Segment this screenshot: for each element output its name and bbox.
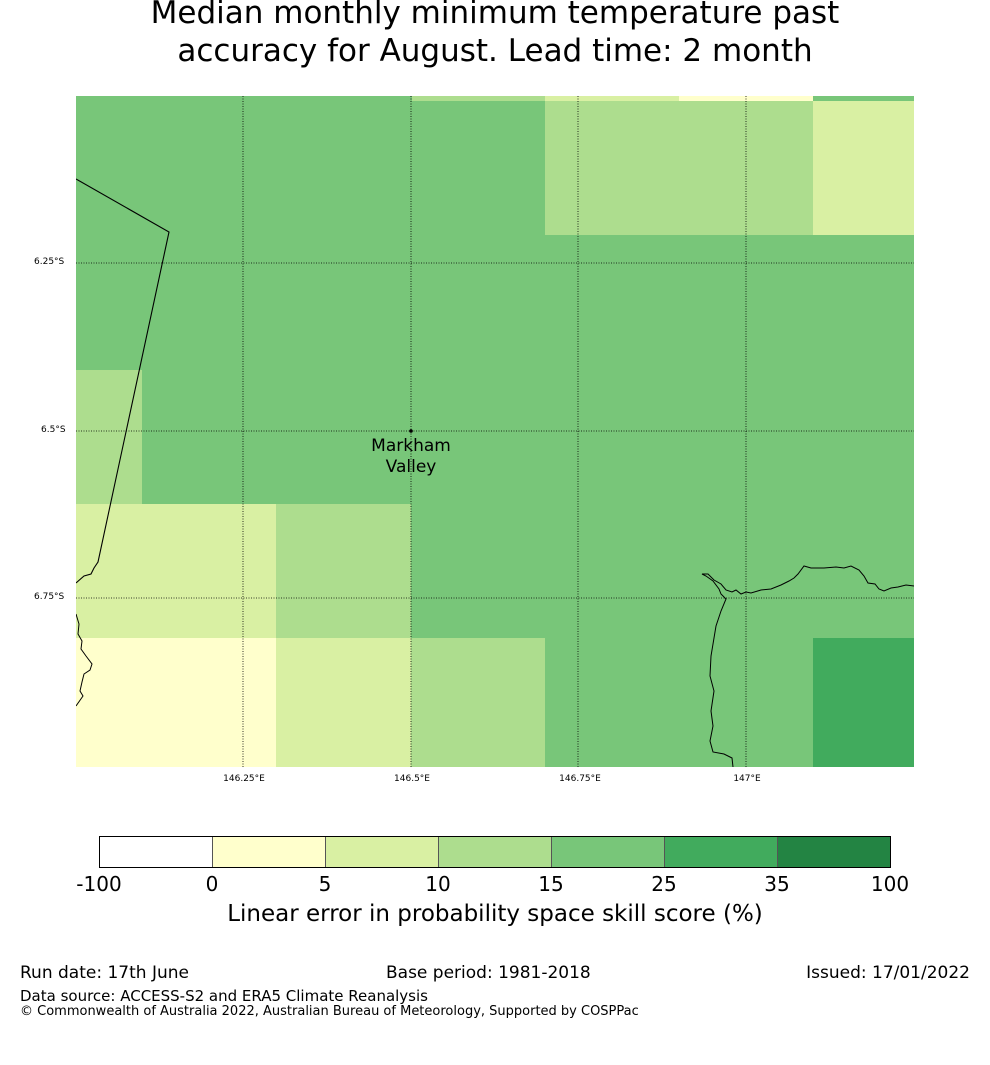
lat-label-6-75: 6.75°S	[34, 592, 65, 602]
cell-s-2	[276, 638, 411, 767]
coastline-gulf	[701, 565, 914, 767]
colorbar-tick: 35	[764, 872, 790, 896]
colorbar-cell-4	[439, 837, 552, 867]
cell-top-light-2	[545, 96, 679, 101]
title-line-2: accuracy for August. Lead time: 2 month	[177, 33, 813, 69]
place-label: Markham Valley	[351, 436, 471, 478]
lon-label-146-5: 146.5°E	[394, 774, 430, 784]
colorbar-tick: 5	[318, 872, 332, 896]
colorbar-label: Linear error in probability space skill …	[227, 901, 763, 927]
cell-ne-2	[813, 101, 914, 235]
place-label-line-2: Valley	[385, 457, 437, 477]
colorbar-cell-2	[213, 837, 326, 867]
cell-sw-2	[276, 504, 411, 638]
colorbar-cell-5	[552, 837, 665, 867]
colorbar-cell-7	[778, 837, 890, 867]
colorbar-tick: -100	[76, 872, 122, 896]
colorbar-tick: 100	[870, 872, 910, 896]
run-date: Run date: 17th June	[20, 963, 189, 983]
cell-west-mid	[76, 370, 142, 504]
place-label-line-1: Markham	[371, 436, 451, 456]
map-svg	[76, 96, 914, 767]
lat-label-6-5: 6.5°S	[41, 425, 66, 435]
lon-label-146-75: 146.75°E	[559, 774, 601, 784]
cell-s-1	[76, 638, 276, 767]
copyright: © Commonwealth of Australia 2022, Austra…	[20, 1004, 639, 1019]
colorbar-tick: 25	[651, 872, 677, 896]
colorbar-tick: 15	[538, 872, 564, 896]
chart-title: Median monthly minimum temperature past …	[0, 0, 990, 70]
cell-ne-1	[545, 101, 813, 235]
data-source: Data source: ACCESS-S2 and ERA5 Climate …	[20, 987, 428, 1005]
cell-se	[813, 638, 914, 767]
title-line-1: Median monthly minimum temperature past	[150, 0, 840, 31]
colorbar-cell-3	[326, 837, 439, 867]
base-period: Base period: 1981-2018	[386, 963, 591, 983]
lon-label-146-25: 146.25°E	[223, 774, 265, 784]
colorbar-cell-6	[665, 837, 778, 867]
issued-date: Issued: 17/01/2022	[806, 963, 970, 983]
lat-label-6-25: 6.25°S	[34, 257, 65, 267]
colorbar	[99, 836, 891, 868]
cell-top-light-1	[412, 96, 545, 101]
colorbar-tick: 10	[425, 872, 451, 896]
coastline-west	[76, 613, 93, 707]
cell-s-3	[411, 638, 545, 767]
border-line	[76, 178, 170, 584]
colorbar-cell-1	[100, 837, 213, 867]
lon-label-147: 147°E	[733, 774, 761, 784]
place-marker	[409, 429, 413, 433]
map-panel	[76, 96, 914, 767]
colorbar-tick: 0	[205, 872, 219, 896]
